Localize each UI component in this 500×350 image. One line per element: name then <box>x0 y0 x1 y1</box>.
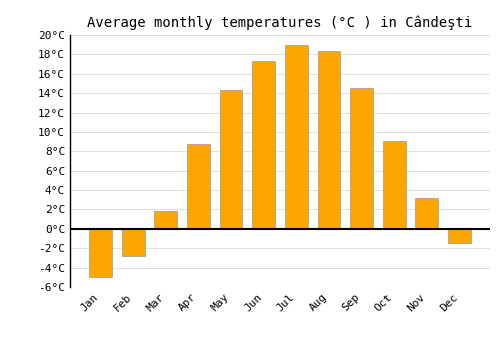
Bar <box>252 61 275 229</box>
Bar <box>187 144 210 229</box>
Bar <box>318 51 340 229</box>
Bar <box>220 90 242 229</box>
Bar <box>285 45 308 229</box>
Bar <box>448 229 471 243</box>
Bar <box>350 88 373 229</box>
Bar <box>122 229 144 256</box>
Title: Average monthly temperatures (°C ) in Cândeşti: Average monthly temperatures (°C ) in Câ… <box>88 15 472 30</box>
Bar <box>416 198 438 229</box>
Bar <box>383 141 406 229</box>
Bar <box>154 211 177 229</box>
Bar <box>89 229 112 277</box>
